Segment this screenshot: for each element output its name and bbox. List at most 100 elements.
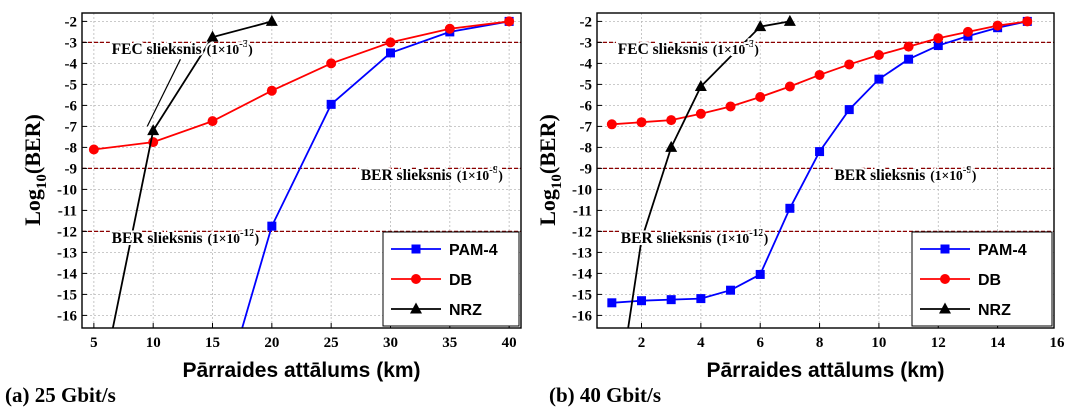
data-point [874,74,884,84]
legend-item: NRZ [391,302,482,319]
data-point [206,30,219,42]
data-point [754,20,767,32]
data-point [267,221,277,231]
data-point [504,16,515,27]
threshold-value-close: ) [972,168,977,183]
threshold-label: BER slieksnis [361,167,452,184]
y-tick-label: -11 [58,203,77,219]
threshold-value-base: (1×10 [930,168,963,183]
y-tick-label: -5 [65,77,78,93]
threshold-value: (1×10-9) [457,164,503,183]
y-tick-label: -9 [65,161,78,177]
data-point [844,105,854,115]
x-axis-label: Pārraides attālums (km) [182,359,420,382]
axes-frame [596,12,1055,329]
data-point [637,296,647,306]
data-point [385,37,396,48]
y-tick-label: -2 [65,14,78,30]
threshold-label: BER slieksnis [112,230,203,247]
legend-label: DB [978,272,1001,289]
threshold-value-exponent: -3 [745,38,755,50]
threshold-value-close: ) [764,231,769,246]
data-point [873,50,884,60]
y-tick-label: -16 [57,308,77,324]
data-point [844,59,855,70]
threshold-value-close: ) [248,42,253,57]
y-tick-label: -4 [580,56,593,72]
y-axis-label-ber: (BER) [20,114,45,174]
y-tick-label: -3 [65,35,78,51]
data-point [665,140,678,152]
data-point [814,69,825,80]
data-point [326,99,336,109]
y-tick-label: -10 [57,182,77,198]
threshold-value-base: (1×10 [713,42,746,57]
x-tick-label: 15 [205,335,220,351]
threshold-label: BER slieksnis [834,167,925,184]
data-point [695,108,706,119]
y-axis-label-log: Log [535,189,560,226]
threshold-value-close: ) [498,168,503,183]
data-point [635,233,648,245]
legend-marker [940,274,950,284]
data-point [933,41,943,51]
legend-marker [411,244,421,254]
y-tick-label: -16 [572,308,592,324]
legend-label: NRZ [978,302,1011,319]
y-tick-label: -4 [65,56,78,72]
y-tick-label: -15 [57,287,77,303]
series-nrz [111,14,278,328]
threshold-value-exponent: -9 [489,164,499,176]
x-tick-label: 20 [264,335,279,351]
x-tick-label: 16 [1049,335,1065,351]
chart-panel-b: FEC slieksnis (1×10-3)BER slieksnis (1×10-… [535,12,1065,407]
data-point [444,23,455,34]
data-point [385,48,395,58]
legend-label: PAM-4 [978,242,1027,259]
y-tick-label: -6 [580,98,593,114]
threshold-value: (1×10-3) [713,38,759,57]
y-tick-label: -9 [580,161,593,177]
x-axis-label: Pārraides attālums (km) [706,359,944,382]
y-tick-label: -7 [580,119,593,135]
data-point [992,20,1003,31]
y-tick-label: -12 [57,224,77,240]
data-point [903,41,914,52]
threshold-value: (1×10-9) [930,164,976,183]
y-tick-label: -6 [65,98,78,114]
panel-subtitle: (b) 40 Gbit/s [549,383,661,407]
data-point [755,92,766,102]
legend-marker [411,274,421,284]
y-axis-label: Log10(BER) [535,114,565,226]
data-point [147,124,160,136]
threshold-value-base: (1×10 [208,231,241,246]
y-tick-label: -13 [57,245,77,261]
annotation-leader-line [146,58,182,127]
y-tick-label: -12 [572,224,592,240]
threshold-label: BER slieksnis [621,230,712,247]
y-tick-label: -8 [65,140,78,156]
data-point [694,80,707,91]
data-point [266,85,277,96]
x-tick-label: 12 [931,335,946,351]
threshold-value-base: (1×10 [717,231,750,246]
legend-label: PAM-4 [449,242,498,259]
data-point [904,54,914,64]
data-point [88,144,99,155]
x-tick-label: 4 [697,335,705,351]
data-point [783,14,796,26]
y-tick-label: -3 [580,35,593,51]
threshold-value: (1×10-3) [207,38,253,57]
data-point [933,33,944,44]
legend-item: PAM-4 [391,242,498,259]
y-tick-label: -8 [580,140,593,156]
legend-label: DB [449,272,472,289]
chart-panel-a: FEC slieksnis (1×10-3)BER slieksnis (1×10-… [5,12,522,407]
axes-frame [81,12,522,329]
y-tick-label: -2 [580,14,593,30]
legend-marker [940,244,950,254]
data-point [696,294,706,304]
data-point [725,101,736,112]
data-point [636,117,647,128]
